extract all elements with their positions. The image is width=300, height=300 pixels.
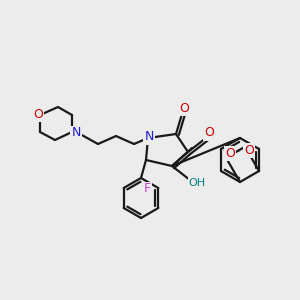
Text: O: O bbox=[33, 107, 43, 121]
Text: N: N bbox=[144, 130, 154, 143]
Text: O: O bbox=[225, 147, 235, 160]
Text: O: O bbox=[244, 144, 254, 157]
Text: F: F bbox=[144, 182, 151, 196]
Text: OH: OH bbox=[188, 178, 206, 188]
Text: O: O bbox=[204, 127, 214, 140]
Text: O: O bbox=[179, 101, 189, 115]
Text: N: N bbox=[71, 127, 81, 140]
